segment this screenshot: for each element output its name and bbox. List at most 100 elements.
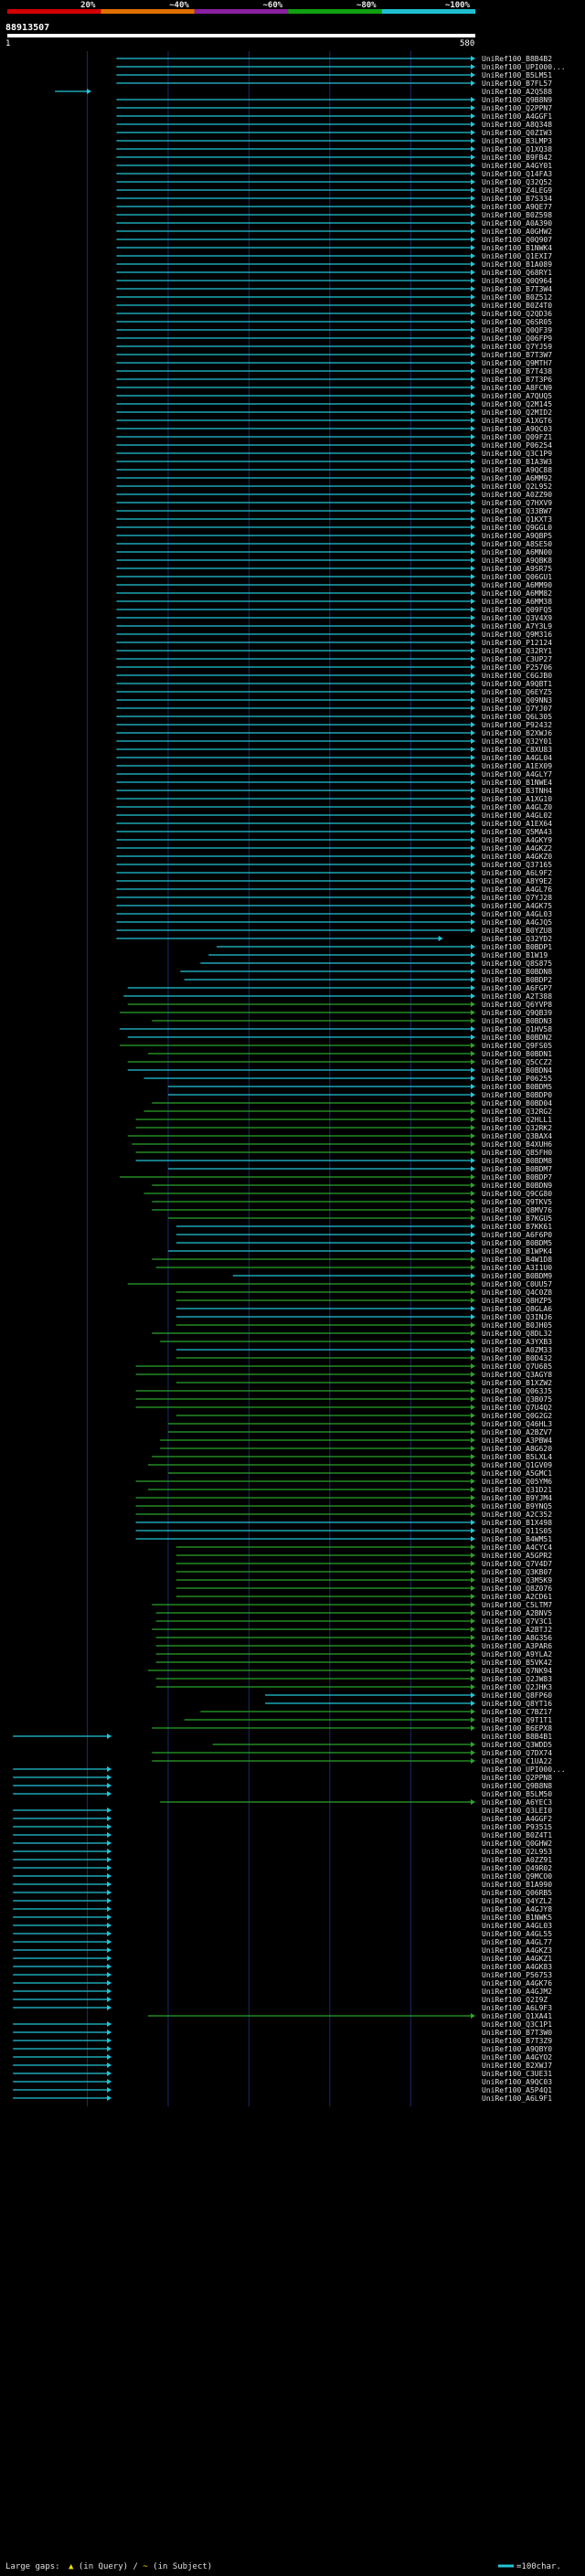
hit-row[interactable]: UniRef100_A6L9F3 [13,2004,552,2012]
hit-row[interactable]: UniRef100_Q49R02 [13,1864,552,1872]
hit-label[interactable]: UniRef100_B0BDP0 [482,1091,552,1099]
hit-label[interactable]: UniRef100_A5P4Q1 [482,2086,552,2094]
hit-label[interactable]: UniRef100_B8B4B2 [482,55,552,63]
hit-label[interactable]: UniRef100_A4GK83 [482,1963,552,1971]
hit-label[interactable]: UniRef100_B0BDN2 [482,1034,552,1042]
hit-label[interactable]: UniRef100_A2BNV5 [482,1609,552,1617]
hit-label[interactable]: UniRef100_Q14FA3 [482,170,552,178]
hit-label[interactable]: UniRef100_B7T438 [482,367,552,376]
hit-label[interactable]: UniRef100_P06254 [482,441,552,450]
hit-row[interactable]: UniRef100_Q06GU1 [116,573,552,581]
hit-row[interactable]: UniRef100_B7KK61 [176,1223,552,1231]
hit-label[interactable]: UniRef100_C8XU83 [482,746,552,754]
hit-row[interactable]: UniRef100_A9QE77 [116,203,552,211]
hit-label[interactable]: UniRef100_Q8YT16 [482,1700,552,1708]
hit-row[interactable]: UniRef100_A4GK75 [116,902,552,910]
hit-label[interactable]: UniRef100_Q09FQ5 [482,606,552,614]
hit-label[interactable]: UniRef100_Q8HZP5 [482,1297,552,1305]
hit-label[interactable]: UniRef100_Q7HXV9 [482,499,552,507]
hit-label[interactable]: UniRef100_A6L9F1 [482,2094,552,2103]
hit-row[interactable]: UniRef100_A6MM38 [116,598,552,606]
hit-label[interactable]: UniRef100_A4GK75 [482,902,552,910]
hit-label[interactable]: UniRef100_A4GL02 [482,811,552,820]
hit-label[interactable]: UniRef100_Q85FH0 [482,1149,552,1157]
hit-row[interactable]: UniRef100_B5VK42 [155,1659,553,1667]
hit-row[interactable]: UniRef100_A6L9F1 [13,2094,552,2103]
hit-label[interactable]: UniRef100_A6FGP7 [482,984,552,992]
hit-label[interactable]: UniRef100_Q9CG80 [482,1190,552,1198]
hit-label[interactable]: UniRef100_A3PAR6 [482,1642,552,1650]
hit-row[interactable]: UniRef100_P93515 [13,1823,552,1831]
hit-label[interactable]: UniRef100_Q1KXT3 [482,515,552,524]
hit-label[interactable]: UniRef100_B4XUH6 [482,1140,552,1149]
hit-label[interactable]: UniRef100_A8G620 [482,1445,552,1453]
hit-label[interactable]: UniRef100_Q0G2G2 [482,1412,552,1420]
hit-label[interactable]: UniRef100_A4GKZ2 [482,844,552,853]
hit-row[interactable]: UniRef100_C3UE31 [13,2070,552,2078]
hit-row[interactable]: UniRef100_Q2PPN7 [116,104,552,112]
hit-label[interactable]: UniRef100_Q0Q964 [482,277,552,285]
hit-label[interactable]: UniRef100_Q11S05 [482,1527,552,1535]
hit-label[interactable]: UniRef100_Q46HL3 [482,1420,552,1428]
hit-row[interactable]: UniRef100_A4GK76 [13,1979,552,1988]
hit-label[interactable]: UniRef100_UPI000... [482,1765,566,1774]
hit-row[interactable]: UniRef100_A0ZZ91 [13,1856,552,1864]
hit-label[interactable]: UniRef100_B7KGU5 [482,1214,552,1223]
hit-row[interactable]: UniRef100_A4GLY7 [116,770,552,779]
hit-label[interactable]: UniRef100_Q4C0Z8 [482,1288,552,1297]
hit-row[interactable]: UniRef100_Q32Q52 [116,178,552,186]
hit-row[interactable]: UniRef100_A6MM82 [116,589,552,598]
hit-row[interactable]: UniRef100_B0BDM9 [232,1272,553,1280]
hit-label[interactable]: UniRef100_B7T3W4 [482,285,552,293]
hit-row[interactable]: UniRef100_Q9MTH7 [116,359,552,367]
hit-label[interactable]: UniRef100_B0BD04 [482,1099,552,1108]
hit-row[interactable]: UniRef100_A0ZZ90 [116,491,552,499]
hit-label[interactable]: UniRef100_A4GL76 [482,885,552,894]
hit-label[interactable]: UniRef100_A1EX09 [482,762,552,770]
hit-row[interactable]: UniRef100_A9QBP5 [116,532,552,540]
hit-row[interactable]: UniRef100_A4GL77 [13,1938,552,1946]
hit-label[interactable]: UniRef100_Q32Y01 [482,737,552,746]
hit-row[interactable]: UniRef100_Q2PPN8 [13,1774,552,1782]
hit-row[interactable]: UniRef100_Q9B8N8 [13,1782,552,1790]
hit-row[interactable]: UniRef100_Q9TKV5 [152,1198,552,1206]
hit-row[interactable]: UniRef100_Q0Q907 [116,236,552,244]
hit-row[interactable]: UniRef100_B0BDP7 [119,1173,552,1182]
hit-row[interactable]: UniRef100_Q3KB07 [176,1568,552,1576]
hit-label[interactable]: UniRef100_A4GKZ3 [482,1946,552,1955]
hit-row[interactable]: UniRef100_A4GKY9 [116,836,552,844]
hit-label[interactable]: UniRef100_A8Y9E2 [482,877,552,885]
hit-label[interactable]: UniRef100_A8SE50 [482,540,552,548]
hit-label[interactable]: UniRef100_Q2MID2 [482,408,552,417]
hit-label[interactable]: UniRef100_Q7YJ59 [482,343,552,351]
hit-label[interactable]: UniRef100_Q3BAX4 [482,1132,552,1140]
hit-label[interactable]: UniRef100_P56753 [482,1971,552,1979]
hit-row[interactable]: UniRef100_B1NWK4 [116,244,552,252]
hit-row[interactable]: UniRef100_B8B4B1 [13,1733,552,1741]
hit-label[interactable]: UniRef100_Q7U4Q2 [482,1404,552,1412]
hit-label[interactable]: UniRef100_A4GYO2 [482,2053,552,2062]
hit-label[interactable]: UniRef100_Q3KB07 [482,1568,552,1576]
hit-row[interactable]: UniRef100_A6MN00 [116,548,552,557]
hit-label[interactable]: UniRef100_P92432 [482,721,552,729]
hit-label[interactable]: UniRef100_Q06FP9 [482,334,552,343]
hit-row[interactable]: UniRef100_Q7V3C1 [155,1617,553,1626]
hit-label[interactable]: UniRef100_A9QBY0 [482,2045,552,2053]
hit-label[interactable]: UniRef100_Q3V4X9 [482,614,552,622]
hit-label[interactable]: UniRef100_B5VK42 [482,1659,552,1667]
hit-label[interactable]: UniRef100_A8FCN9 [482,384,552,392]
hit-label[interactable]: UniRef100_B1NWE4 [482,779,552,787]
hit-row[interactable]: UniRef100_Q7YJ07 [116,705,552,713]
hit-label[interactable]: UniRef100_B0BDP1 [482,943,552,951]
hit-row[interactable]: UniRef100_A2C352 [135,1511,553,1519]
hit-label[interactable]: UniRef100_A9YLA2 [482,1650,552,1659]
hit-row[interactable]: UniRef100_B0BDP0 [167,1091,552,1099]
hit-row[interactable]: UniRef100_C7BZ17 [200,1708,552,1716]
hit-label[interactable]: UniRef100_Q2PPN7 [482,104,552,112]
hit-label[interactable]: UniRef100_Q3M5K9 [482,1576,552,1585]
hit-label[interactable]: UniRef100_B1NWK5 [482,1913,552,1922]
hit-row[interactable]: UniRef100_A0ZM33 [176,1346,552,1354]
hit-row[interactable]: UniRef100_Q06FP9 [116,334,552,343]
hit-row[interactable]: UniRef100_A5GPR2 [176,1552,552,1560]
hit-label[interactable]: UniRef100_A0ZZ90 [482,491,552,499]
